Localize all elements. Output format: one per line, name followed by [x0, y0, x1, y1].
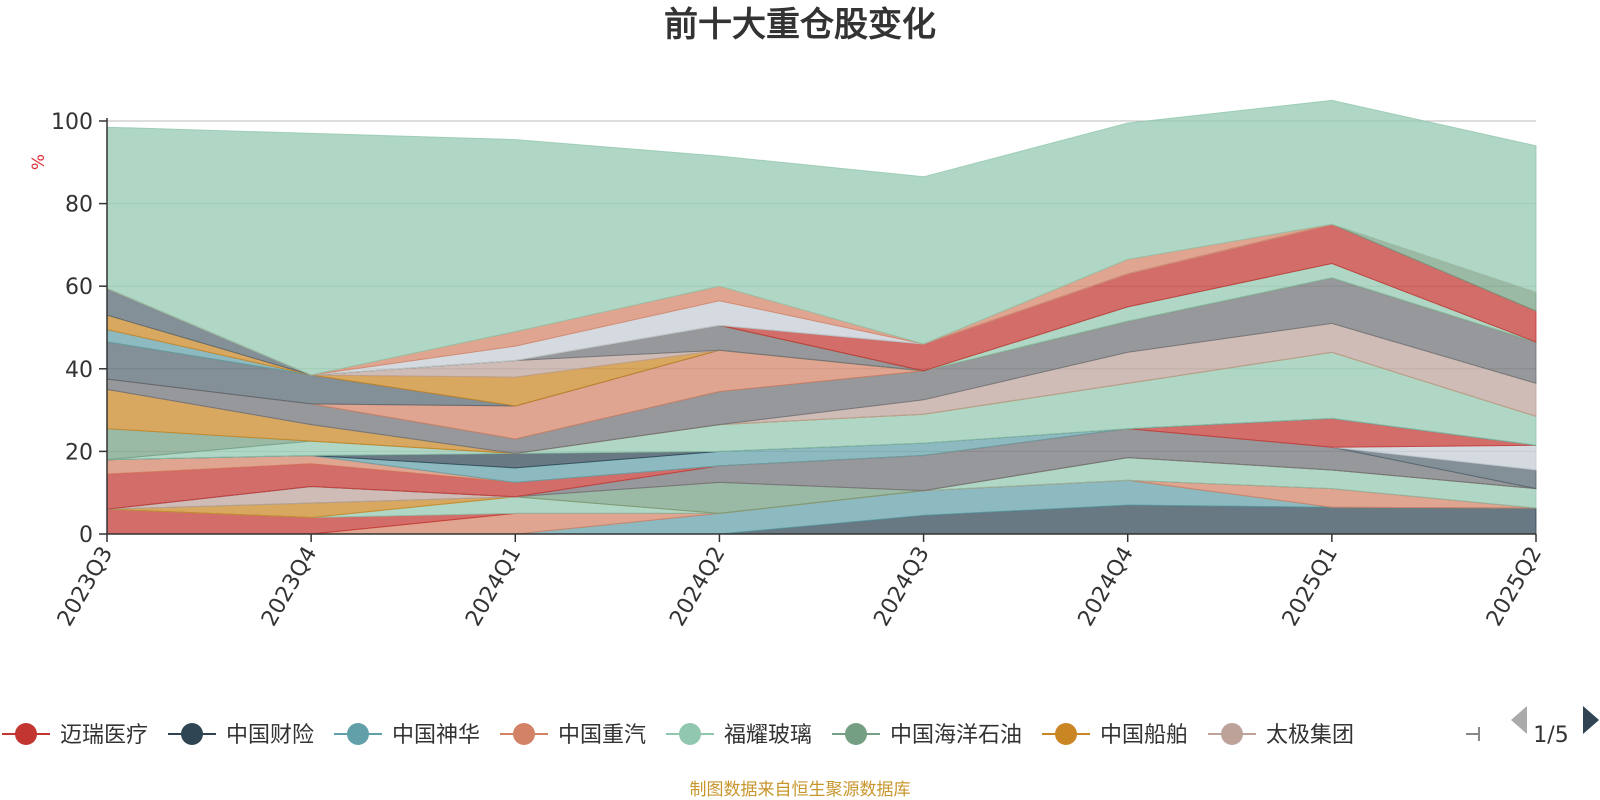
- legend-prev-page-icon[interactable]: [1511, 706, 1527, 734]
- legend-marker: [845, 723, 867, 745]
- legend-marker: [15, 723, 37, 745]
- legend-label: 中国财险: [226, 723, 314, 748]
- legend-item-中国神华[interactable]: 中国神华: [334, 723, 480, 748]
- y-tick-label: 0: [79, 523, 93, 548]
- area-series: [106, 99, 1537, 535]
- axes: [99, 118, 1537, 542]
- legend-label: 中国神华: [392, 723, 480, 748]
- legend: 迈瑞医疗 中国财险 中国神华 中国重汽 福耀玻璃 中国海洋石油 中国船舶 太极集团: [2, 723, 1480, 748]
- legend-label: 中国船舶: [1100, 723, 1188, 748]
- x-tick-label: 2024Q3: [869, 543, 934, 631]
- legend-item-中国财险[interactable]: 中国财险: [168, 723, 314, 748]
- y-tick-labels: 0 20 40 60 80 100: [51, 110, 93, 548]
- y-tick-label: 100: [51, 110, 93, 135]
- x-tick-label: 2025Q2: [1482, 543, 1547, 631]
- legend-marker: [1055, 723, 1077, 745]
- legend-pager: 1/5: [1511, 706, 1599, 748]
- legend-item-太极集团[interactable]: 太极集团: [1208, 723, 1354, 748]
- legend-marker: [181, 723, 203, 745]
- legend-item-中国海洋石油[interactable]: 中国海洋石油: [832, 723, 1022, 748]
- legend-marker: [679, 723, 701, 745]
- legend-label: 福耀玻璃: [724, 723, 812, 748]
- legend-label: 中国重汽: [558, 723, 646, 748]
- x-tick-labels: 2023Q3 2023Q4 2024Q1 2024Q2 2024Q3 2024Q4 2025…: [53, 543, 1547, 631]
- legend-next-page-icon[interactable]: [1583, 706, 1599, 734]
- x-tick-label: 2023Q4: [257, 543, 322, 631]
- data-source-note: 制图数据来自恒生聚源数据库: [690, 780, 911, 800]
- legend-marker: [347, 723, 369, 745]
- legend-item-中国重汽[interactable]: 中国重汽: [500, 723, 646, 748]
- y-tick-label: 40: [65, 358, 93, 383]
- legend-item-迈瑞医疗[interactable]: 迈瑞医疗: [2, 723, 148, 748]
- legend-item-福耀玻璃[interactable]: 福耀玻璃: [666, 723, 812, 748]
- legend-marker: [513, 723, 535, 745]
- y-axis-unit: %: [29, 154, 49, 170]
- y-tick-label: 20: [65, 440, 93, 465]
- x-tick-label: 2024Q4: [1074, 543, 1139, 631]
- legend-label: 太极集团: [1266, 723, 1354, 748]
- y-tick-label: 80: [65, 193, 93, 218]
- area-series-其他26: [106, 99, 1537, 376]
- legend-page-indicator: 1/5: [1533, 723, 1568, 748]
- x-tick-label: 2024Q2: [665, 543, 730, 631]
- x-tick-label: 2025Q1: [1278, 543, 1343, 631]
- chart-title: 前十大重仓股变化: [664, 5, 936, 45]
- y-tick-label: 60: [65, 275, 93, 300]
- legend-label: 迈瑞医疗: [60, 723, 148, 748]
- x-tick-label: 2024Q1: [461, 543, 526, 631]
- legend-item-中国船舶[interactable]: 中国船舶: [1042, 723, 1188, 748]
- x-tick-label: 2023Q3: [53, 543, 118, 631]
- legend-marker: [1221, 723, 1243, 745]
- legend-label: 中国海洋石油: [890, 723, 1022, 748]
